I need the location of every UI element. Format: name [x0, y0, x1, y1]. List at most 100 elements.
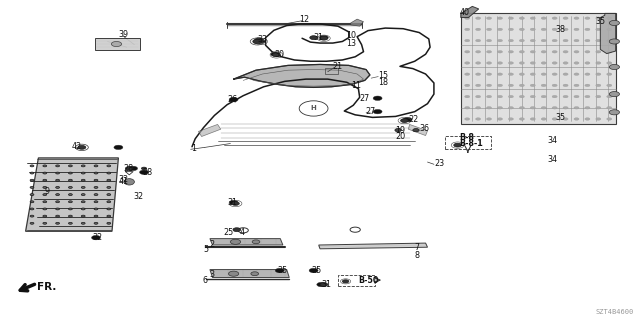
- Text: 32: 32: [133, 192, 143, 201]
- Text: B-50: B-50: [358, 276, 379, 285]
- Bar: [325, 68, 338, 74]
- Circle shape: [607, 62, 612, 64]
- Circle shape: [81, 194, 85, 196]
- Circle shape: [373, 109, 382, 114]
- Circle shape: [395, 129, 401, 132]
- Circle shape: [320, 283, 328, 286]
- Text: 32: 32: [118, 175, 129, 184]
- Circle shape: [81, 179, 85, 181]
- Circle shape: [541, 39, 547, 42]
- Text: 25: 25: [223, 228, 234, 237]
- Text: 3: 3: [209, 271, 214, 279]
- Circle shape: [585, 28, 590, 31]
- Circle shape: [68, 201, 72, 203]
- Circle shape: [251, 272, 259, 276]
- Text: H: H: [311, 106, 316, 111]
- Circle shape: [607, 50, 612, 53]
- Circle shape: [497, 17, 502, 19]
- Circle shape: [585, 39, 590, 42]
- Circle shape: [81, 201, 85, 203]
- Text: 5: 5: [203, 245, 208, 254]
- Text: 8: 8: [415, 251, 420, 260]
- Circle shape: [476, 62, 481, 64]
- Text: 40: 40: [460, 8, 470, 17]
- Circle shape: [465, 28, 470, 31]
- Circle shape: [574, 39, 579, 42]
- Circle shape: [596, 50, 601, 53]
- Circle shape: [530, 95, 535, 98]
- Circle shape: [497, 73, 502, 76]
- Text: B-8-1: B-8-1: [460, 139, 483, 148]
- Circle shape: [275, 268, 284, 273]
- Circle shape: [413, 129, 419, 132]
- Circle shape: [609, 92, 620, 97]
- Circle shape: [585, 118, 590, 120]
- Circle shape: [476, 118, 481, 120]
- Circle shape: [497, 62, 502, 64]
- Circle shape: [552, 39, 557, 42]
- Circle shape: [342, 280, 349, 283]
- Circle shape: [596, 118, 601, 120]
- Circle shape: [541, 107, 547, 109]
- Circle shape: [253, 39, 262, 44]
- Circle shape: [56, 186, 60, 188]
- Circle shape: [609, 110, 620, 115]
- Circle shape: [585, 84, 590, 87]
- Circle shape: [81, 172, 85, 174]
- Circle shape: [607, 73, 612, 76]
- Circle shape: [465, 62, 470, 64]
- Polygon shape: [351, 19, 364, 26]
- Circle shape: [552, 50, 557, 53]
- Circle shape: [519, 28, 524, 31]
- Circle shape: [609, 64, 620, 70]
- Circle shape: [230, 239, 241, 244]
- Circle shape: [56, 215, 60, 217]
- Circle shape: [114, 145, 123, 150]
- Circle shape: [486, 118, 492, 120]
- Circle shape: [563, 73, 568, 76]
- Circle shape: [125, 167, 133, 170]
- Circle shape: [609, 20, 620, 26]
- Circle shape: [541, 17, 547, 19]
- Circle shape: [607, 28, 612, 31]
- Circle shape: [320, 36, 328, 40]
- Circle shape: [607, 17, 612, 19]
- Text: 12: 12: [300, 15, 310, 24]
- Circle shape: [486, 17, 492, 19]
- Circle shape: [255, 38, 264, 42]
- Text: 20: 20: [396, 132, 406, 141]
- Circle shape: [486, 95, 492, 98]
- Circle shape: [465, 73, 470, 76]
- Circle shape: [574, 50, 579, 53]
- Polygon shape: [600, 13, 616, 54]
- Circle shape: [30, 194, 34, 196]
- Circle shape: [273, 53, 280, 57]
- Circle shape: [519, 118, 524, 120]
- Circle shape: [465, 84, 470, 87]
- Circle shape: [530, 28, 535, 31]
- Circle shape: [43, 165, 47, 167]
- Circle shape: [552, 17, 557, 19]
- Circle shape: [574, 73, 579, 76]
- Circle shape: [454, 143, 461, 147]
- Circle shape: [519, 39, 524, 42]
- Circle shape: [585, 17, 590, 19]
- Circle shape: [43, 172, 47, 174]
- Circle shape: [552, 62, 557, 64]
- Circle shape: [607, 39, 612, 42]
- Circle shape: [56, 172, 60, 174]
- Circle shape: [497, 39, 502, 42]
- Circle shape: [497, 95, 502, 98]
- Text: 35: 35: [595, 17, 605, 26]
- Circle shape: [43, 186, 47, 188]
- Text: 27: 27: [360, 94, 370, 103]
- Circle shape: [373, 96, 382, 100]
- Circle shape: [609, 39, 620, 44]
- Polygon shape: [26, 158, 118, 231]
- Text: 1: 1: [191, 144, 196, 153]
- Text: 39: 39: [118, 30, 129, 39]
- Circle shape: [229, 200, 238, 205]
- Circle shape: [476, 39, 481, 42]
- Text: SZT4B4600: SZT4B4600: [595, 309, 634, 315]
- Text: 2: 2: [209, 240, 214, 249]
